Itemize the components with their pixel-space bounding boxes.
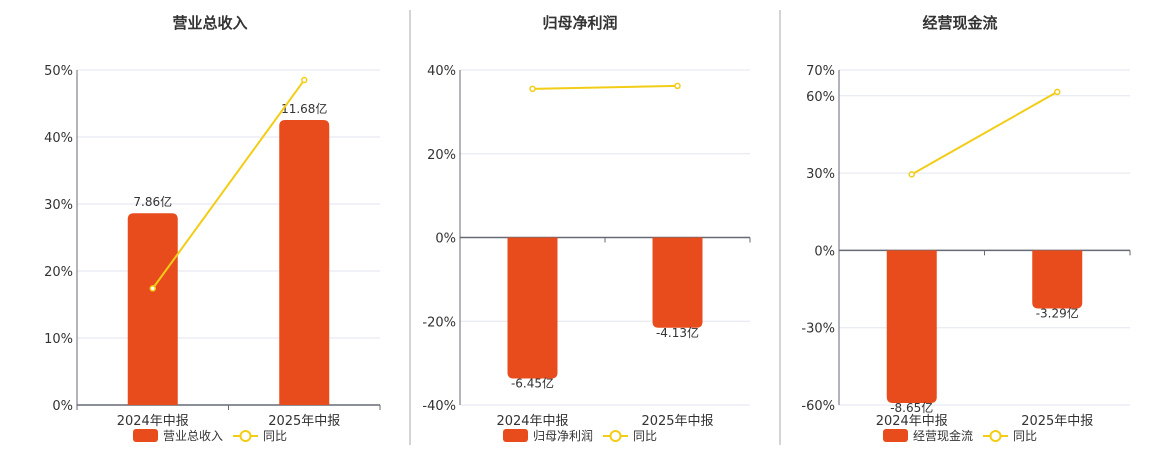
y-tick-label: 10% (44, 332, 73, 347)
y-tick-label: 0% (435, 232, 456, 247)
chart-2: 归母净利润 -40% -20% 0% 20% 40% 2024年中报 -6.45亿 2025年中… (422, 14, 751, 443)
y-tick-label: -60% (801, 399, 835, 414)
bar-value-label: -3.29亿 (1036, 305, 1079, 320)
legend-bar-label: 营业总收入 (163, 429, 223, 443)
yoy-line (911, 91, 1058, 176)
x-tick-label: 2025年中报 (268, 414, 340, 429)
legend-line-marker (609, 430, 622, 442)
chart-title: 营业总收入 (172, 14, 247, 32)
legend-bar-swatch (503, 429, 528, 442)
bar (886, 250, 937, 404)
x-tick-label: 2024年中报 (117, 414, 189, 429)
yoy-point (908, 171, 915, 178)
bar (127, 213, 178, 405)
legend-line-label: 同比 (1013, 429, 1037, 443)
yoy-point (1054, 88, 1061, 96)
y-tick-label: 70% (806, 64, 835, 79)
y-tick-label: 20% (44, 265, 73, 280)
chart-3: 经营现金流 -60% -30% 0% 30% 60% 70% 2024年中报-8.65亿 202… (801, 14, 1131, 443)
y-tick-label: 30% (806, 167, 835, 182)
legend-line-label: 同比 (263, 429, 287, 443)
legend-bar-swatch (133, 429, 158, 442)
bar-value-label: 11.68亿 (281, 101, 327, 116)
legend-line-marker (989, 430, 1002, 442)
bar (279, 120, 330, 405)
bar-value-label: -4.13亿 (656, 325, 699, 340)
legend-line-marker (239, 430, 252, 442)
y-tick-label: 20% (427, 148, 456, 163)
yoy-point (301, 76, 308, 84)
y-tick-label: 30% (44, 198, 73, 213)
y-tick-label: 40% (44, 131, 73, 146)
y-tick-label: 40% (427, 64, 456, 79)
y-tick-label: -40% (422, 399, 456, 414)
chart-1: 营业总收入 0% 10% 20% 30% 40% 50% 2024年中报 7.86亿 2025年中… (44, 14, 381, 443)
legend-bar-label: 经营现金流 (913, 428, 973, 443)
y-tick-label: 50% (44, 64, 73, 79)
x-tick-label: 2025年中报 (641, 414, 713, 429)
y-tick-label: -20% (422, 315, 456, 330)
yoy-line (532, 84, 678, 90)
y-tick-label: 60% (806, 90, 835, 105)
yoy-point (529, 85, 536, 93)
bar-value-label: -8.65亿 (890, 400, 933, 415)
bar (652, 237, 703, 328)
yoy-point (149, 285, 156, 292)
legend-bar-label: 归母净利润 (533, 429, 593, 443)
chart-title: 经营现金流 (922, 14, 997, 32)
x-tick-label: 2024年中报 (496, 414, 568, 429)
y-tick-label: -30% (801, 322, 835, 337)
x-tick-label: 2025年中报 (1021, 414, 1093, 429)
legend-line-label: 同比 (633, 429, 657, 443)
bar (507, 237, 558, 379)
yoy-line (151, 79, 306, 290)
bar-value-label: 7.86亿 (133, 194, 172, 209)
legend-bar-swatch (883, 429, 908, 442)
bar-value-label: -6.45亿 (511, 376, 554, 391)
y-tick-label: 0% (814, 244, 835, 259)
chart-title: 归母净利润 (542, 14, 617, 32)
yoy-point (674, 82, 681, 90)
bar (1032, 250, 1083, 309)
x-tick-label: 2024年中报 (876, 414, 948, 429)
y-tick-label: 0% (52, 399, 73, 414)
